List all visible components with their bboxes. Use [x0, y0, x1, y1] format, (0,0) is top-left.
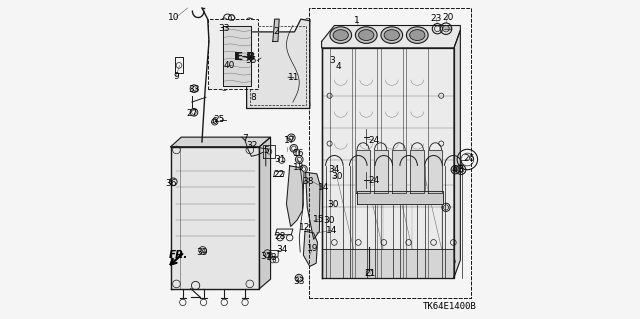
FancyArrowPatch shape	[170, 255, 182, 264]
Polygon shape	[306, 172, 320, 239]
Text: 10: 10	[168, 13, 179, 22]
Text: 20: 20	[442, 13, 453, 22]
Text: 14: 14	[317, 183, 329, 192]
Text: 18: 18	[266, 253, 278, 262]
Text: 11: 11	[288, 73, 300, 82]
Ellipse shape	[358, 30, 374, 41]
Text: 30: 30	[323, 216, 334, 225]
Ellipse shape	[381, 27, 403, 43]
Text: 40: 40	[223, 61, 235, 70]
Text: 31: 31	[274, 155, 285, 164]
Polygon shape	[392, 150, 406, 193]
Polygon shape	[171, 137, 271, 147]
Text: FR.: FR.	[168, 249, 188, 260]
Text: 28: 28	[274, 232, 285, 241]
Text: 23: 23	[431, 14, 442, 23]
Text: 30: 30	[331, 172, 342, 181]
Polygon shape	[374, 150, 388, 193]
Text: 24: 24	[368, 176, 380, 185]
Bar	[209, 19, 258, 89]
Polygon shape	[356, 150, 370, 193]
Polygon shape	[322, 249, 454, 278]
Text: 36: 36	[165, 179, 177, 188]
Ellipse shape	[406, 27, 428, 43]
Text: 24: 24	[368, 136, 380, 145]
Text: 9: 9	[173, 72, 179, 81]
Text: 19: 19	[307, 244, 318, 253]
Text: 7: 7	[242, 134, 248, 143]
Text: 1: 1	[354, 16, 360, 25]
Text: 25: 25	[214, 115, 225, 124]
Bar	[310, 8, 470, 298]
Polygon shape	[356, 191, 443, 204]
Text: 32: 32	[246, 141, 257, 150]
Text: 8: 8	[251, 93, 257, 102]
Polygon shape	[287, 166, 304, 226]
Polygon shape	[321, 26, 460, 48]
Text: 5: 5	[263, 146, 269, 155]
Text: 6: 6	[211, 117, 217, 126]
Ellipse shape	[330, 27, 351, 43]
Polygon shape	[171, 147, 259, 289]
Text: E-B: E-B	[236, 52, 255, 63]
Text: 17: 17	[284, 136, 296, 145]
Polygon shape	[428, 150, 442, 193]
Text: 38: 38	[302, 177, 314, 186]
Ellipse shape	[410, 30, 425, 41]
Bar	[310, 8, 470, 298]
Text: 15: 15	[314, 215, 324, 224]
Text: 30: 30	[327, 200, 339, 209]
Text: 21: 21	[365, 269, 376, 278]
Text: TK64E1400B: TK64E1400B	[422, 302, 476, 311]
Polygon shape	[273, 19, 279, 41]
Polygon shape	[303, 231, 317, 266]
Text: 35: 35	[246, 56, 257, 65]
Polygon shape	[246, 19, 310, 108]
Text: 3: 3	[458, 165, 463, 174]
Text: E-B: E-B	[234, 52, 255, 62]
Ellipse shape	[355, 27, 377, 43]
Polygon shape	[454, 30, 460, 278]
Text: 3: 3	[329, 56, 335, 65]
Text: 14: 14	[326, 226, 337, 235]
Text: 33: 33	[188, 85, 200, 94]
Text: 26: 26	[463, 154, 475, 163]
Text: 34: 34	[276, 245, 287, 254]
Text: 39: 39	[196, 249, 208, 257]
Polygon shape	[321, 48, 454, 278]
Text: 37: 37	[260, 252, 271, 261]
Text: 16: 16	[293, 149, 305, 158]
Ellipse shape	[384, 30, 399, 41]
Text: 27: 27	[186, 109, 198, 118]
Text: 13: 13	[292, 163, 304, 172]
Text: 12: 12	[300, 223, 310, 232]
Text: 22: 22	[273, 170, 284, 179]
Text: 33: 33	[293, 277, 305, 286]
Text: 4: 4	[452, 165, 458, 174]
Text: 2: 2	[273, 27, 279, 36]
Polygon shape	[259, 137, 271, 289]
Polygon shape	[410, 150, 424, 193]
Polygon shape	[223, 26, 252, 86]
Text: 33: 33	[218, 24, 229, 33]
Text: 4: 4	[335, 62, 341, 70]
Text: 34: 34	[328, 165, 340, 174]
Ellipse shape	[333, 30, 348, 41]
